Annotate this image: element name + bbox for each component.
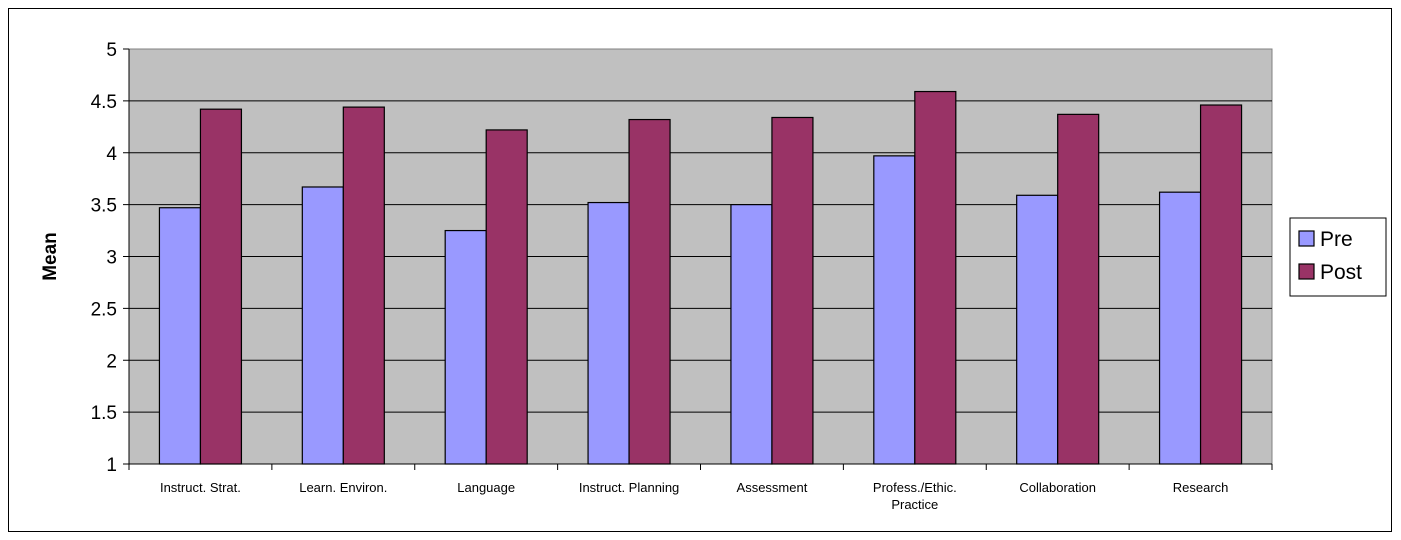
y-tick-label: 2.5 bbox=[91, 299, 117, 320]
axes bbox=[123, 48, 1273, 470]
y-tick-label: 5 bbox=[106, 40, 117, 61]
legend-label-pre: Pre bbox=[1320, 228, 1353, 251]
bar-pre bbox=[1158, 191, 1202, 465]
legend-swatch-pre bbox=[1298, 230, 1315, 247]
x-tick-label: Learn. Environ. bbox=[299, 480, 387, 495]
bar-pre bbox=[444, 229, 487, 465]
x-tick-label: Practice bbox=[891, 497, 938, 512]
bar-pre bbox=[1016, 194, 1059, 465]
y-tick-label: 1 bbox=[106, 455, 117, 476]
y-tick-label: 3 bbox=[106, 248, 117, 269]
bar-post bbox=[628, 118, 671, 465]
legend: Pre Post bbox=[1289, 217, 1387, 297]
x-tick-label: Instruct. Strat. bbox=[160, 480, 241, 495]
bar-pre bbox=[158, 207, 202, 465]
x-tick-labels: Instruct. Strat. Learn. Environ. Language I… bbox=[160, 480, 1228, 512]
y-tick-label: 4.5 bbox=[91, 92, 117, 113]
x-tick-label: Instruct. Planning bbox=[579, 480, 679, 495]
legend-label-post: Post bbox=[1320, 261, 1362, 284]
legend-swatch-post bbox=[1298, 263, 1315, 280]
x-tick-label: Profess./Ethic. bbox=[873, 480, 957, 495]
y-tick-labels: 1 1.5 2 2.5 3 3.5 4 4.5 5 bbox=[91, 40, 118, 476]
bar-post bbox=[771, 116, 814, 465]
x-tick-label: Assessment bbox=[737, 480, 808, 495]
bar-post bbox=[199, 108, 243, 465]
y-tick-label: 4 bbox=[106, 144, 117, 165]
bar-post bbox=[914, 90, 957, 465]
x-tick-label: Research bbox=[1173, 480, 1229, 495]
x-tick-label: Collaboration bbox=[1019, 480, 1096, 495]
bar-pre bbox=[301, 186, 344, 465]
bar-post bbox=[1199, 104, 1243, 465]
y-tick-label: 1.5 bbox=[91, 403, 117, 424]
y-tick-label: 3.5 bbox=[91, 196, 117, 217]
bar-pre bbox=[587, 201, 630, 465]
bar-pre bbox=[730, 204, 773, 465]
bars bbox=[158, 90, 1243, 465]
y-tick-label: 2 bbox=[106, 351, 117, 372]
y-axis-title: Mean bbox=[40, 232, 61, 281]
x-tick-label: Language bbox=[457, 480, 515, 495]
bar-post bbox=[342, 106, 385, 465]
bar-pre bbox=[873, 155, 916, 465]
bar-post bbox=[1057, 113, 1100, 465]
bar-post bbox=[485, 129, 528, 465]
